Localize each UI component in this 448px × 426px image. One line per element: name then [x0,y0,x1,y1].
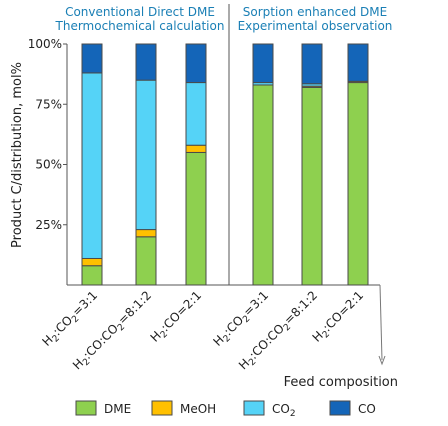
group-title-1-line-1: Conventional Direct DME [65,5,215,19]
x-axis-arrow-line [379,284,383,361]
legend-swatch-3 [243,400,265,416]
bar-3-segment-dme [185,151,207,286]
bar-5-segment-co [301,43,323,85]
x-axis-arrow-head [378,355,386,366]
bar-2-segment-dme [135,236,157,286]
group-title-1-line-2: Thermochemical calculation [55,19,225,33]
group-title-2-line-1: Sorption enhanced DME [243,5,387,19]
x-axis-label: Feed composition [284,375,398,390]
bar-4-segment-dme [252,84,274,286]
y-tick-label-75: 75% [35,97,62,111]
legend-label-3: CO2 [272,402,296,419]
bar-1-segment-co [81,43,103,74]
bar-6-segment-dme [347,82,369,286]
bar-3-segment-co [185,43,207,84]
bar-1-segment-dme [81,265,103,286]
bar-6-segment-co [347,43,369,82]
bar-2-segment-co-2 [135,79,157,231]
legend-swatch-1 [75,400,97,416]
bar-1-segment-co-2 [81,72,103,259]
bar-3-segment-co-2 [185,82,207,146]
bar-3-segment-meoh [185,144,207,153]
y-tick-label-50: 50% [35,158,62,172]
y-axis-label: Product C/distribution, mol% [10,62,25,248]
legend-swatch-2 [151,400,173,416]
legend-label-4: CO [358,402,376,416]
bar-5-segment-dme [301,86,323,286]
bar-2-segment-co [135,43,157,81]
y-tick-label-100: 100% [28,37,62,51]
group-title-2-line-2: Experimental observation [238,19,393,33]
bar-2-segment-meoh [135,229,157,238]
bar-1-segment-meoh [81,257,103,267]
legend-label-2: MeOH [180,402,216,416]
bar-4-segment-co [252,43,274,84]
x-tick-label-3: H2:CO=2:1 [148,288,207,347]
legend-swatch-4 [329,400,351,416]
legend-label-1: DME [104,402,131,416]
y-tick-label-25: 25% [35,218,62,232]
